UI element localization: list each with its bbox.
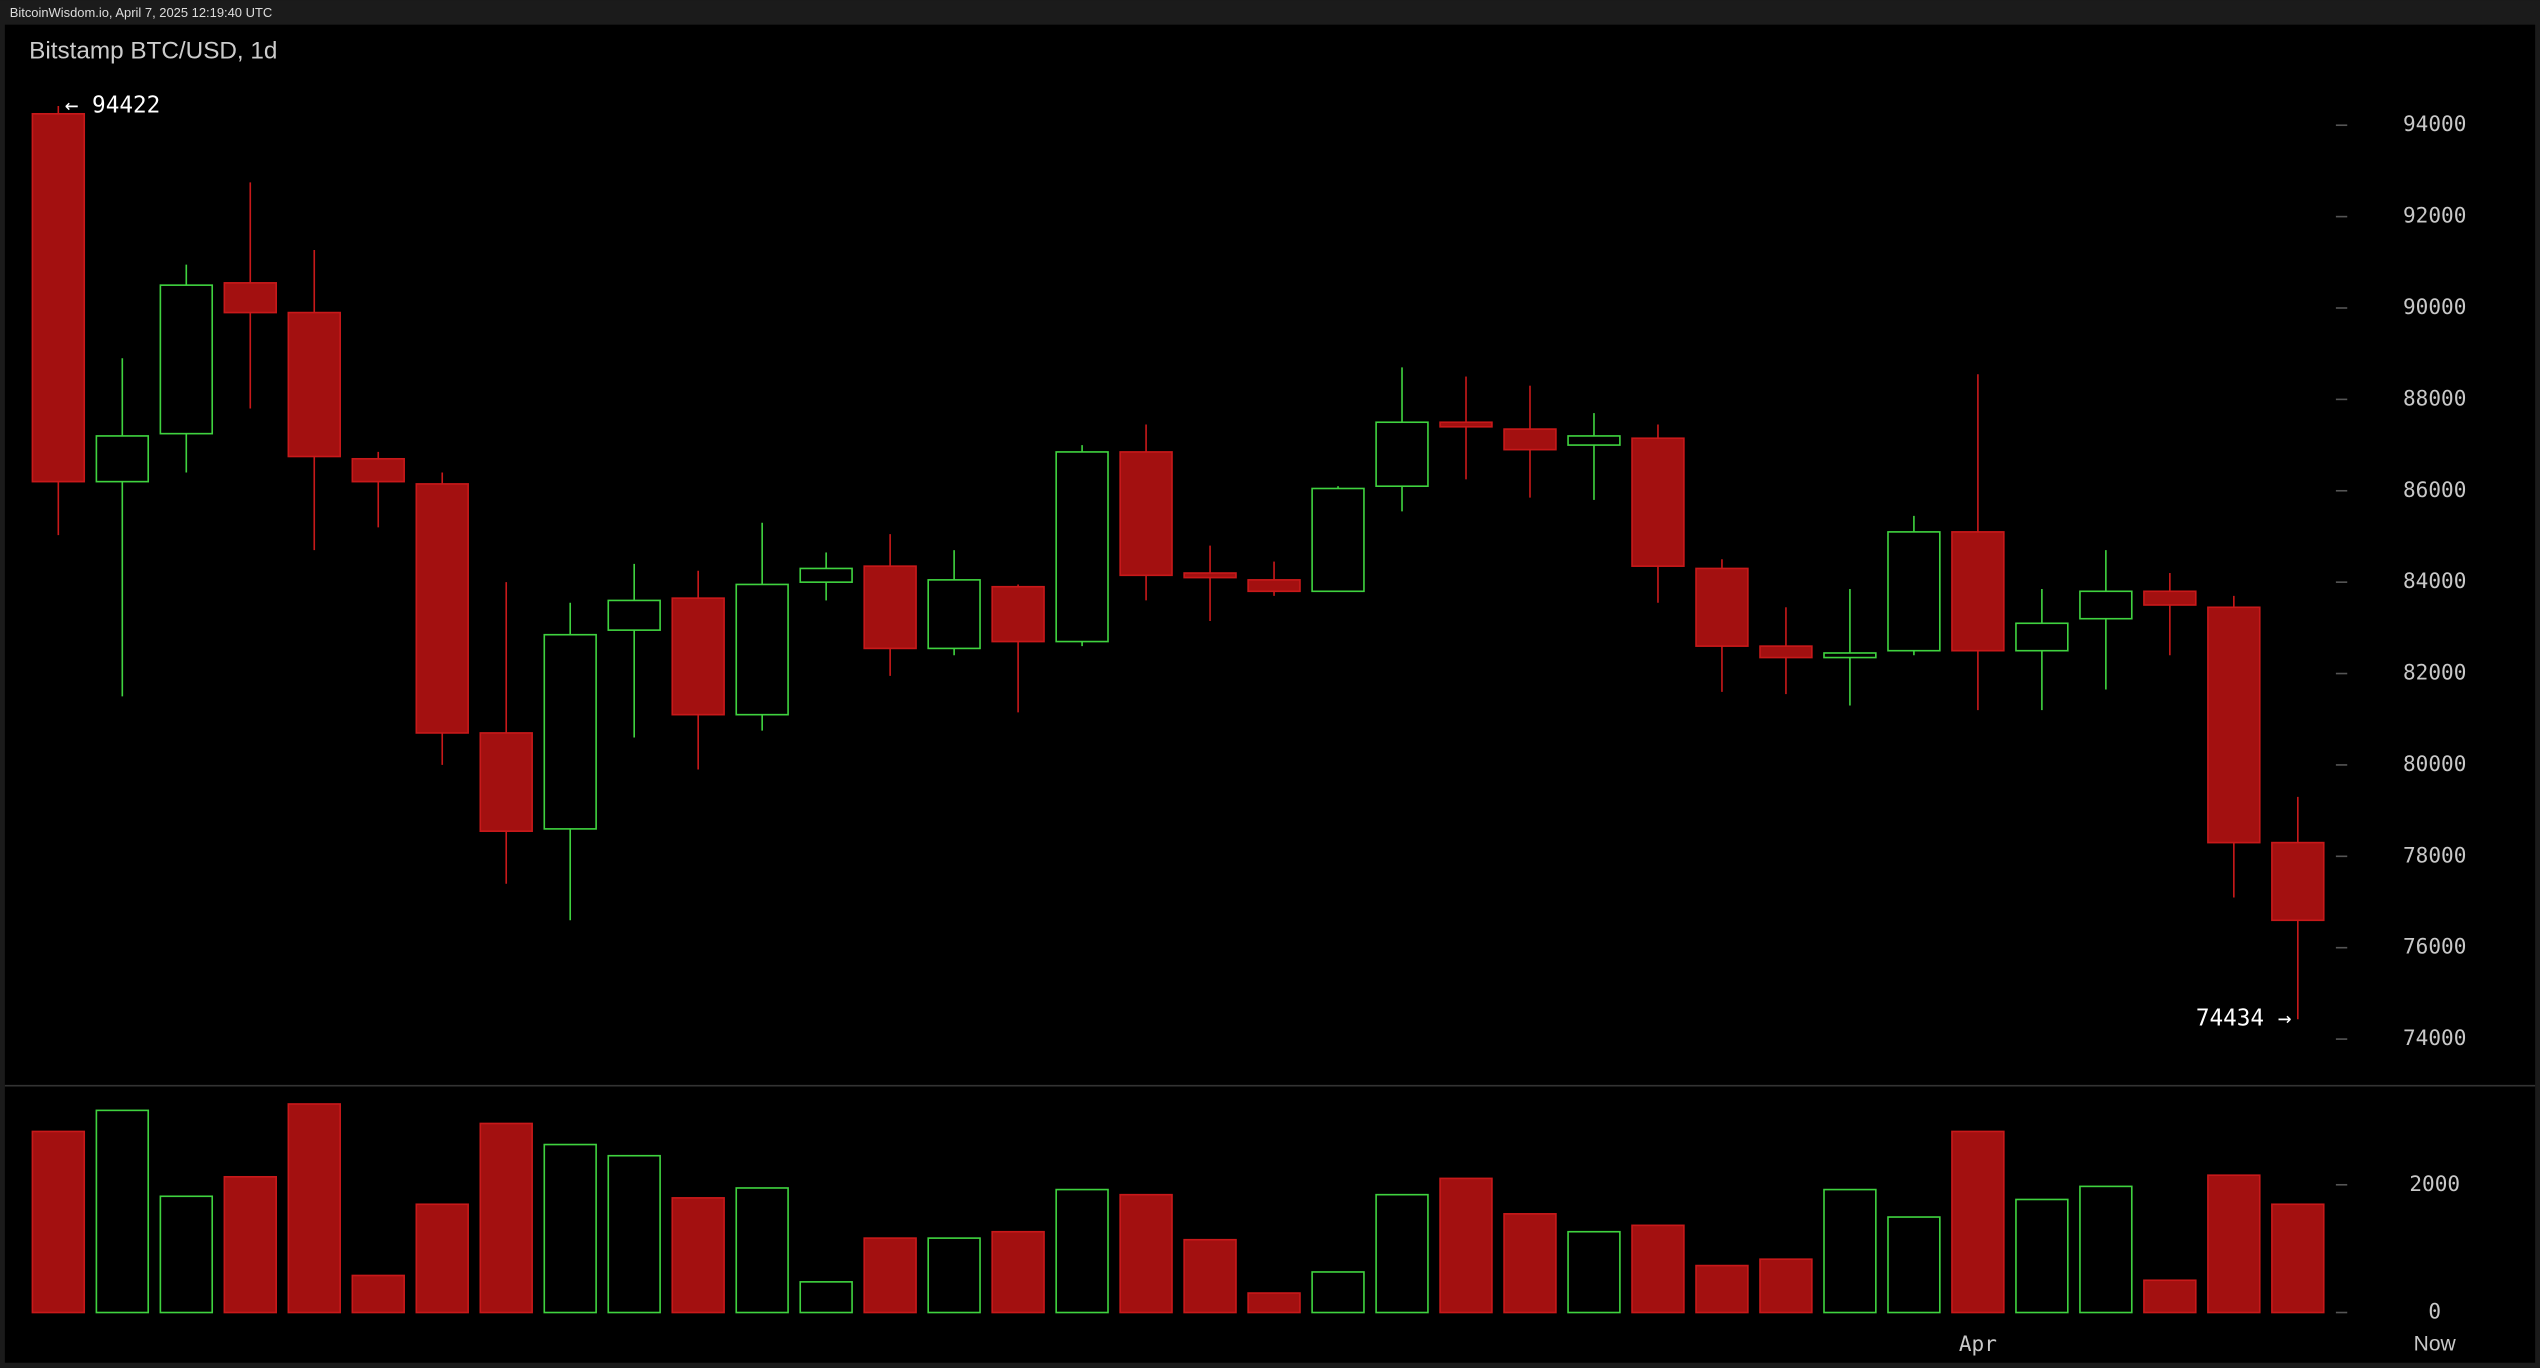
volume-bar: [607, 1154, 661, 1314]
volume-bar: [2143, 1279, 2197, 1314]
y-tick-label: 84000: [2403, 568, 2466, 593]
candle-body: [991, 585, 1045, 643]
candle-body: [95, 435, 150, 483]
volume-bar: [2271, 1203, 2325, 1314]
volume-bar: [1759, 1258, 1813, 1314]
volume-bar: [479, 1122, 533, 1314]
candle-body: [2271, 841, 2325, 922]
volume-bar: [991, 1230, 1045, 1314]
candle-body: [671, 597, 725, 716]
candle-body: [543, 633, 597, 830]
candle-body: [2143, 590, 2197, 606]
low-annotation: 74434 →: [2196, 1006, 2291, 1032]
volume-bar: [543, 1143, 597, 1314]
candle-body: [607, 599, 661, 631]
chart-panel: [4, 24, 2536, 1363]
candle-body: [1823, 652, 1877, 659]
candle-body: [2015, 622, 2069, 652]
volume-bar: [2079, 1185, 2133, 1314]
volume-bar: [287, 1103, 341, 1314]
y-tick-label: 92000: [2403, 203, 2466, 228]
candle-body: [479, 732, 533, 832]
header: BitcoinWisdom.io, April 7, 2025 12:19:40…: [10, 5, 272, 20]
candle-body: [223, 282, 278, 314]
candle-body: [1759, 645, 1813, 659]
volume-bar: [1439, 1177, 1493, 1314]
candle-body: [159, 284, 214, 435]
volume-bar: [1183, 1238, 1237, 1314]
volume-bar: [95, 1109, 150, 1314]
volume-bar: [31, 1130, 86, 1314]
volume-bar: [223, 1175, 278, 1314]
volume-bar: [863, 1237, 917, 1314]
candle-body: [351, 457, 405, 483]
volume-bar: [927, 1237, 981, 1314]
now-label: Now: [2414, 1332, 2457, 1355]
volume-bar: [1695, 1264, 1749, 1314]
chart-title: Bitstamp BTC/USD, 1d: [29, 38, 277, 65]
volume-bar: [1055, 1188, 1109, 1314]
y2-tick-label: 0: [2428, 1299, 2441, 1324]
candle-body: [1375, 421, 1429, 488]
volume-bar: [1311, 1271, 1365, 1314]
candle-body: [927, 579, 981, 650]
volume-bar: [1247, 1292, 1301, 1314]
candle-body: [1567, 435, 1621, 446]
candle-body: [2207, 606, 2261, 844]
y2-tick-label: 2000: [2409, 1171, 2460, 1196]
candle-body: [1631, 437, 1685, 567]
volume-bar: [1119, 1193, 1173, 1314]
candle-body: [1503, 428, 1557, 451]
candle-body: [1887, 531, 1941, 652]
y-tick-label: 78000: [2403, 842, 2466, 867]
volume-bar: [159, 1195, 214, 1314]
y-tick-label: 76000: [2403, 934, 2466, 959]
volume-bar: [2015, 1198, 2069, 1314]
y-tick-label: 80000: [2403, 751, 2466, 776]
volume-bar: [1503, 1213, 1557, 1314]
candle-body: [415, 483, 469, 734]
candle-body: [1183, 572, 1237, 579]
volume-bar: [351, 1274, 405, 1314]
volume-bar: [1823, 1188, 1877, 1314]
candle-body: [287, 311, 341, 458]
candle-body: [1951, 531, 2005, 652]
candle-body: [1439, 421, 1493, 428]
x-tick-label: Apr: [1959, 1331, 1997, 1356]
candle-body: [799, 567, 853, 583]
volume-bar: [1375, 1193, 1429, 1314]
y-tick-label: 86000: [2403, 477, 2466, 502]
candle-body: [1247, 579, 1301, 593]
volume-bar: [735, 1187, 789, 1314]
candle-body: [1055, 451, 1109, 643]
y-tick-label: 94000: [2403, 111, 2466, 136]
candle-body: [863, 565, 917, 650]
candle-body: [1695, 567, 1749, 647]
volume-bar: [1951, 1130, 2005, 1314]
candle-body: [2079, 590, 2133, 620]
candle-body: [1119, 451, 1173, 577]
y-tick-label: 88000: [2403, 385, 2466, 410]
volume-bar: [1631, 1224, 1685, 1314]
volume-bar: [415, 1203, 469, 1314]
candle-body: [1311, 487, 1365, 593]
y-tick-label: 90000: [2403, 294, 2466, 319]
candle-body: [31, 112, 86, 483]
y-tick-label: 74000: [2403, 1025, 2466, 1050]
volume-bar: [671, 1197, 725, 1314]
volume-bar: [1887, 1216, 1941, 1314]
y-tick-label: 82000: [2403, 660, 2466, 685]
volume-bar: [2207, 1174, 2261, 1314]
volume-bar: [799, 1281, 853, 1314]
high-annotation: ← 94422: [65, 92, 160, 118]
candle-body: [735, 583, 789, 716]
volume-bar: [1567, 1230, 1621, 1314]
